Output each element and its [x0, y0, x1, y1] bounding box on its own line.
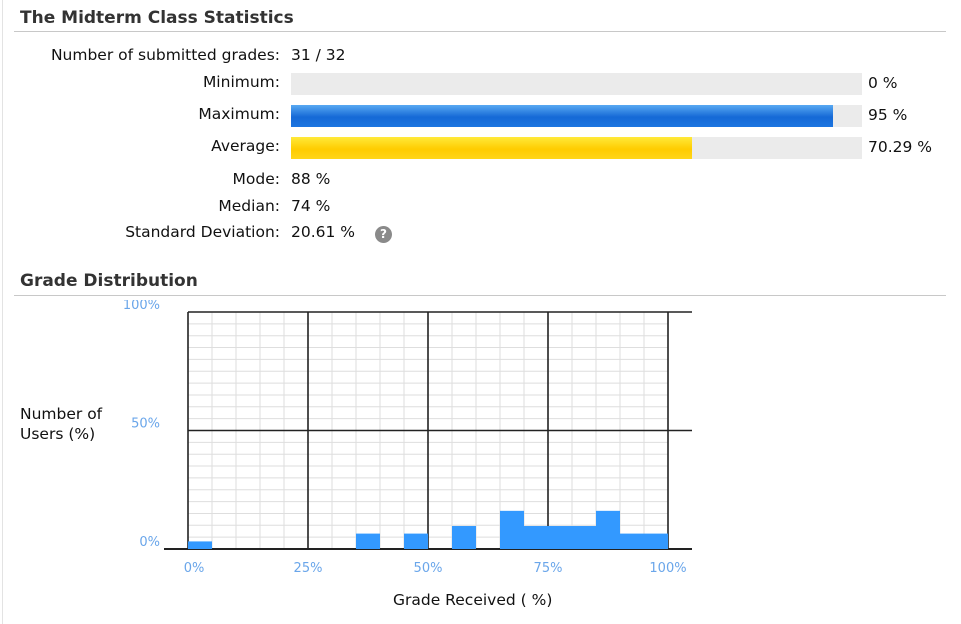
help-icon[interactable]: ?: [375, 226, 392, 243]
grade-distribution-chart: 0% 50% 100% 0% 25% 50% 75% 100%: [123, 300, 692, 576]
minimum-bar: [291, 73, 862, 95]
submitted-label: Number of submitted grades:: [50, 46, 280, 64]
x-tick-label: 25%: [294, 561, 323, 576]
maximum-label: Maximum:: [198, 105, 280, 123]
mode-label: Mode:: [232, 170, 280, 188]
y-tick-label: 100%: [123, 300, 160, 313]
average-bar-fill: [291, 137, 693, 159]
histogram-bar: [452, 526, 476, 549]
mode-value: 88 %: [291, 170, 331, 188]
x-tick-label: 100%: [649, 561, 686, 576]
maximum-value: 95 %: [868, 106, 908, 124]
y-axis-title: Number of Users (%): [20, 405, 103, 443]
maximum-bar: [291, 105, 862, 127]
submitted-value: 31 / 32: [291, 46, 346, 64]
std-dev-label: Standard Deviation:: [125, 223, 280, 241]
median-value: 74 %: [291, 197, 331, 215]
stats-divider: [14, 31, 946, 32]
histogram-bar: [500, 510, 524, 549]
y-tick-label: 0%: [139, 535, 160, 550]
minimum-label: Minimum:: [202, 73, 280, 91]
x-axis-title: Grade Received ( %): [393, 591, 553, 609]
histogram-bar: [620, 533, 644, 549]
x-tick-label: 75%: [534, 561, 563, 576]
y-tick-label: 50%: [131, 417, 160, 432]
histogram-bar: [596, 510, 620, 549]
histogram-bar: [404, 533, 428, 549]
histogram-bar: [644, 533, 668, 549]
histogram-bar: [572, 526, 596, 549]
average-bar: [291, 137, 862, 159]
average-value: 70.29 %: [868, 138, 933, 156]
histogram-bar: [548, 526, 572, 549]
maximum-bar-fill: [291, 105, 834, 127]
histogram-bar: [524, 526, 548, 549]
histogram-bar: [356, 533, 380, 549]
x-tick-label: 50%: [414, 561, 443, 576]
std-dev-value: 20.61 %: [291, 223, 356, 241]
histogram-bar: [188, 541, 212, 549]
median-label: Median:: [218, 197, 280, 215]
average-label: Average:: [211, 137, 280, 155]
minimum-value: 0 %: [868, 74, 898, 92]
stats-title: The Midterm Class Statistics: [20, 8, 294, 28]
x-tick-label: 0%: [184, 561, 205, 576]
distribution-divider: [14, 295, 946, 296]
distribution-title: Grade Distribution: [20, 271, 198, 291]
frame-border: [2, 0, 3, 624]
